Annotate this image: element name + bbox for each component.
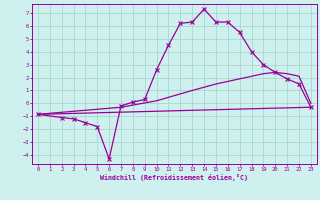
X-axis label: Windchill (Refroidissement éolien,°C): Windchill (Refroidissement éolien,°C) bbox=[100, 174, 248, 181]
